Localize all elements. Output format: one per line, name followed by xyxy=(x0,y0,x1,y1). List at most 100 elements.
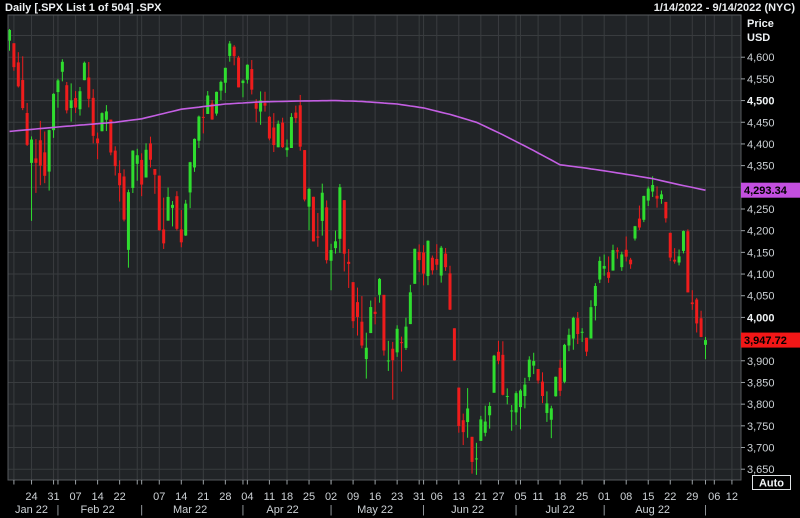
candle[interactable] xyxy=(223,67,227,83)
candle[interactable] xyxy=(113,150,117,167)
candle[interactable] xyxy=(382,294,386,351)
candle[interactable] xyxy=(668,232,672,258)
candle[interactable] xyxy=(215,91,219,114)
candle[interactable] xyxy=(563,344,567,382)
candle[interactable] xyxy=(580,331,584,333)
candle[interactable] xyxy=(162,229,166,244)
candle[interactable] xyxy=(611,250,615,271)
candle[interactable] xyxy=(34,158,38,163)
candle[interactable] xyxy=(602,265,606,269)
candle[interactable] xyxy=(430,257,434,271)
candle[interactable] xyxy=(505,395,509,397)
candle[interactable] xyxy=(351,282,355,322)
candle[interactable] xyxy=(12,43,16,68)
candle[interactable] xyxy=(607,272,611,278)
candle[interactable] xyxy=(47,130,51,172)
candle[interactable] xyxy=(245,64,249,80)
candle[interactable] xyxy=(131,150,135,188)
candle[interactable] xyxy=(426,240,430,277)
candle[interactable] xyxy=(699,318,703,337)
candle[interactable] xyxy=(206,95,210,114)
candle[interactable] xyxy=(285,147,289,151)
candle[interactable] xyxy=(593,285,597,306)
candle[interactable] xyxy=(496,351,500,361)
candle[interactable] xyxy=(637,218,641,228)
candle[interactable] xyxy=(153,169,157,175)
candle[interactable] xyxy=(69,100,73,109)
candle[interactable] xyxy=(118,173,122,186)
candle[interactable] xyxy=(122,176,126,220)
candle[interactable] xyxy=(272,127,276,146)
candle[interactable] xyxy=(82,62,86,81)
candle[interactable] xyxy=(259,100,263,112)
candle[interactable] xyxy=(620,254,624,268)
candle[interactable] xyxy=(320,192,324,221)
candle[interactable] xyxy=(281,122,285,148)
candlestick-series[interactable] xyxy=(8,28,707,475)
candle[interactable] xyxy=(342,200,346,254)
candle[interactable] xyxy=(532,361,536,366)
candle[interactable] xyxy=(360,321,364,346)
candle[interactable] xyxy=(91,97,95,136)
candle[interactable] xyxy=(400,342,404,344)
candle[interactable] xyxy=(554,376,558,397)
candle[interactable] xyxy=(448,273,452,310)
candle[interactable] xyxy=(210,103,214,120)
candle[interactable] xyxy=(241,80,245,84)
candle[interactable] xyxy=(201,116,205,118)
candle[interactable] xyxy=(78,91,82,110)
candle[interactable] xyxy=(474,458,478,460)
candle[interactable] xyxy=(38,140,42,166)
candle[interactable] xyxy=(624,249,628,257)
candle[interactable] xyxy=(237,57,241,88)
candle[interactable] xyxy=(439,247,443,276)
candle[interactable] xyxy=(250,69,254,90)
candle[interactable] xyxy=(364,347,368,360)
candle[interactable] xyxy=(109,119,113,153)
candle[interactable] xyxy=(417,251,421,261)
candle[interactable] xyxy=(267,116,271,139)
candle[interactable] xyxy=(197,116,201,141)
candle[interactable] xyxy=(135,155,139,164)
candle[interactable] xyxy=(690,302,694,305)
candle[interactable] xyxy=(510,410,514,412)
candle[interactable] xyxy=(311,196,315,242)
candle[interactable] xyxy=(558,367,562,391)
candle[interactable] xyxy=(316,236,320,238)
candle[interactable] xyxy=(483,421,487,433)
candle[interactable] xyxy=(30,139,34,163)
candle[interactable] xyxy=(391,348,395,361)
candle[interactable] xyxy=(228,43,232,56)
candle[interactable] xyxy=(523,384,527,397)
candle[interactable] xyxy=(347,261,351,264)
candle[interactable] xyxy=(157,175,161,231)
candle[interactable] xyxy=(673,259,677,262)
candle[interactable] xyxy=(289,116,293,148)
candle[interactable] xyxy=(254,103,258,109)
candle[interactable] xyxy=(96,138,100,144)
candle[interactable] xyxy=(140,159,144,185)
candle[interactable] xyxy=(179,229,183,243)
candle[interactable] xyxy=(703,340,707,345)
candle[interactable] xyxy=(307,188,311,207)
candle[interactable] xyxy=(148,143,152,160)
candle[interactable] xyxy=(25,112,29,145)
candle[interactable] xyxy=(435,258,439,265)
plot-area[interactable] xyxy=(8,15,741,480)
candle[interactable] xyxy=(422,252,426,274)
candle[interactable] xyxy=(144,149,148,178)
candle[interactable] xyxy=(514,393,518,413)
candle[interactable] xyxy=(545,403,549,413)
candle[interactable] xyxy=(43,152,47,176)
candle[interactable] xyxy=(56,80,60,93)
candle[interactable] xyxy=(74,98,78,108)
candle[interactable] xyxy=(527,359,531,378)
candle[interactable] xyxy=(175,196,179,229)
candle[interactable] xyxy=(461,420,465,433)
candle[interactable] xyxy=(695,299,699,324)
candle[interactable] xyxy=(642,195,646,220)
candle[interactable] xyxy=(369,307,373,334)
candle[interactable] xyxy=(677,256,681,263)
candle[interactable] xyxy=(329,250,333,261)
candle[interactable] xyxy=(104,111,108,120)
